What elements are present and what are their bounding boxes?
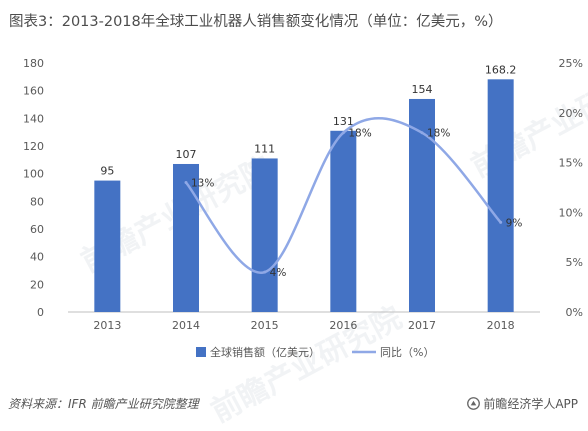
- brand-name: 前瞻经济学人APP: [483, 397, 578, 411]
- growth-line: [185, 117, 502, 274]
- y-left-tick-label: 120: [23, 140, 44, 153]
- growth-value-label: 18%: [348, 128, 371, 140]
- growth-point: [263, 270, 267, 274]
- legend-line-label: 同比（%）: [380, 346, 434, 359]
- y-left-tick-label: 20: [30, 278, 44, 291]
- bar-value-label: 107: [176, 148, 197, 161]
- x-tick-label: 2014: [172, 319, 200, 332]
- bar: [94, 180, 121, 312]
- y-right-tick-label: 0%: [566, 306, 583, 319]
- y-left-tick-label: 60: [30, 223, 44, 236]
- y-right-tick-label: 20%: [559, 107, 583, 120]
- source-note: 资料来源：IFR 前瞻产业研究院整理: [8, 397, 199, 411]
- y-left-tick-label: 40: [30, 251, 44, 264]
- chart-title: 图表3：2013-2018年全球工业机器人销售额变化情况（单位：亿美元，%）: [9, 14, 503, 30]
- bar-value-label: 111: [254, 142, 275, 155]
- growth-point: [184, 181, 188, 185]
- bar-value-label: 95: [100, 165, 114, 178]
- y-left-tick-label: 140: [23, 112, 44, 125]
- x-tick-label: 2013: [93, 319, 121, 332]
- growth-value-label: 18%: [427, 128, 450, 140]
- y-left-tick-label: 100: [23, 168, 44, 181]
- brand-footer: 前瞻经济学人APP: [467, 395, 578, 412]
- x-tick-label: 2018: [487, 319, 515, 332]
- x-tick-label: 2015: [251, 319, 279, 332]
- y-right-tick-label: 10%: [559, 206, 583, 219]
- growth-value-label: 13%: [191, 178, 214, 190]
- x-tick-label: 2016: [329, 319, 357, 332]
- bar: [173, 163, 199, 312]
- bar-value-label: 154: [412, 83, 433, 96]
- y-left-tick-label: 160: [23, 85, 44, 98]
- growth-point: [499, 220, 503, 224]
- growth-point: [341, 131, 345, 135]
- y-left-tick-label: 0: [37, 306, 44, 319]
- growth-value-label: 4%: [270, 267, 287, 279]
- bar: [251, 158, 278, 312]
- growth-point: [420, 131, 424, 135]
- y-right-tick-label: 15%: [559, 157, 583, 170]
- chart-plot: 0 20 40 60 80 100 120 140 160 180 0% 5% 10% 15% 20% 25%…: [23, 57, 583, 359]
- legend-bar-label: 全球销售额（亿美元）: [210, 345, 320, 359]
- y-right-tick-label: 5%: [566, 256, 583, 269]
- y-left-tick-label: 180: [23, 57, 44, 70]
- bar: [487, 79, 514, 312]
- growth-value-label: 9%: [506, 217, 523, 229]
- y-left-tick-label: 80: [30, 195, 44, 208]
- x-tick-label: 2017: [408, 319, 436, 332]
- bar: [409, 98, 435, 312]
- legend-bar-swatch: [196, 347, 206, 357]
- bar-value-label: 168.2: [485, 63, 517, 76]
- brand-logo-icon: [467, 397, 481, 410]
- y-right-tick-label: 25%: [559, 57, 583, 70]
- bar-value-label: 131: [333, 115, 354, 128]
- bar: [330, 130, 357, 312]
